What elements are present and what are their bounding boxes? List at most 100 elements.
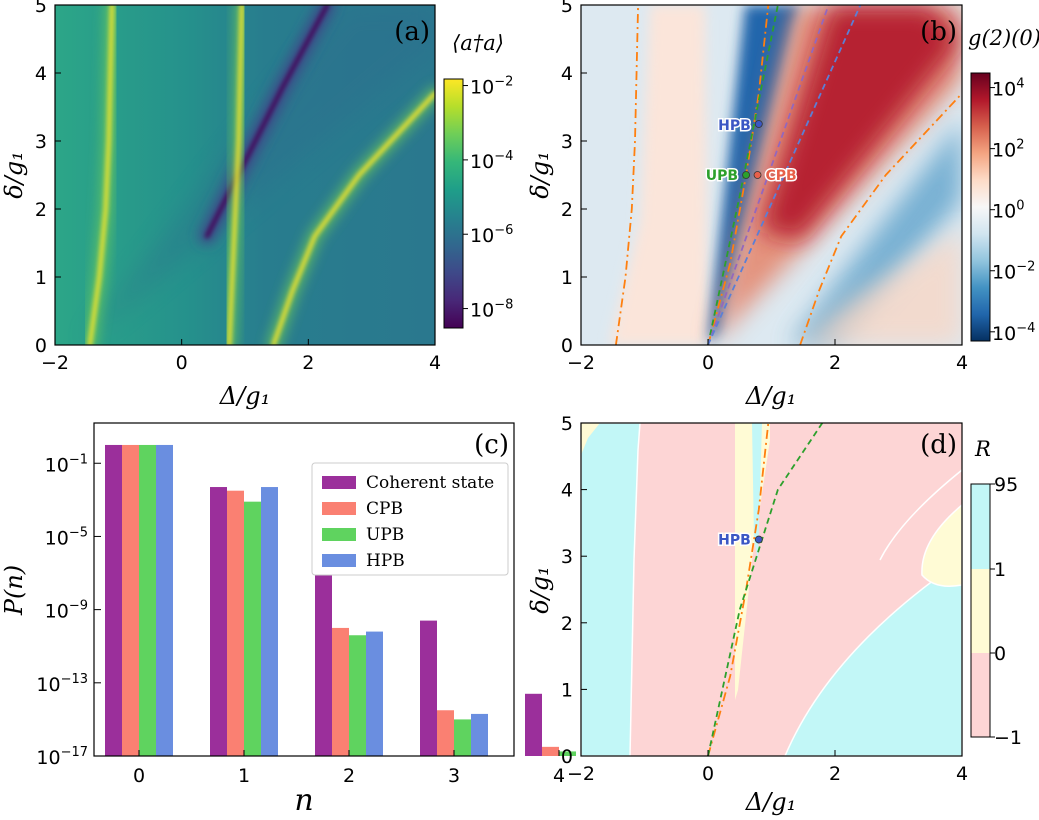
panel-d-xlabel: Δ/g₁	[745, 788, 796, 816]
bar-cpb-n0	[122, 444, 139, 756]
colorbar-d-title: R	[974, 437, 991, 461]
panel-c-xtick-label: 3	[448, 765, 460, 787]
panel-b-xlabel: Δ/g₁	[745, 382, 796, 410]
colorbar-b-tick-label-exp: 4	[1016, 77, 1024, 92]
bar-coherent-state-n4	[525, 693, 542, 756]
panel-b-ytick-label: 4	[561, 63, 573, 85]
colorbar-b-tick-label: 10−4	[992, 321, 1035, 345]
panel-c-ylabel: P(n)	[0, 565, 28, 616]
panel-a-ylabel: δ/g₁	[0, 151, 28, 199]
colorbar-a-tick-label-base: 10	[470, 151, 494, 173]
panel-c-ytick-label-base: 10	[45, 601, 69, 623]
panel-c-label: (c)	[474, 430, 509, 460]
region-d-left-cyan	[581, 423, 641, 756]
colorbar-a-tick-label-exp: −6	[494, 223, 513, 238]
panel-d-ylabel: δ/g₁	[526, 566, 554, 614]
colorbar-a-tick-label: 10−4	[470, 149, 513, 173]
bar-hpb-n2	[366, 631, 383, 756]
legend-c-swatch	[322, 554, 356, 567]
region-d-right-boundary	[879, 469, 962, 561]
marker-hpb-label: HPB	[718, 118, 751, 134]
bar-coherent-state-n0	[105, 444, 122, 756]
panel-d-xtick-label: 2	[829, 763, 841, 785]
panel-b-curve-purple	[707, 5, 830, 345]
panel-c-ytick-label-exp: −5	[69, 525, 88, 540]
panel-d-ytick-label: 2	[561, 613, 573, 635]
colorbar-b-tick-label: 102	[992, 138, 1024, 162]
panel-c-ytick-label-exp: −1	[69, 452, 88, 467]
region-d-right-yellow	[921, 504, 962, 587]
panel-b-ytick-label: 0	[561, 335, 573, 357]
colorbar-a-title: ⟨a†a⟩	[452, 31, 504, 55]
region-d-center-cyan	[752, 423, 762, 560]
panel-c-ytick-label: 10−5	[45, 525, 88, 549]
panel-b-label: (b)	[920, 17, 957, 47]
colorbar-b-tick-label-base: 10	[992, 262, 1016, 284]
marker-cpb-label: CPB	[766, 168, 797, 184]
panel-a-ytick-label: 4	[35, 63, 47, 85]
panel-b-xtick-label: 4	[956, 352, 968, 374]
legend-c-label: CPB	[366, 499, 403, 519]
bar-cpb-n3	[437, 710, 454, 756]
panel-c-ytick-label: 10−13	[36, 672, 88, 696]
panel-a-ytick-label: 5	[35, 0, 47, 17]
panel-a-ytick-label: 3	[35, 131, 47, 153]
marker-upb	[742, 171, 750, 179]
colorbar-d-cyan	[971, 484, 990, 569]
panel-a-xtick-label: 0	[176, 352, 188, 374]
bar-cpb-n1	[227, 490, 244, 756]
heatmap-b-left-light-band	[610, 5, 708, 345]
bar-hpb-n3	[471, 713, 488, 756]
colorbar-b-title: g(2)(0)	[968, 26, 1039, 50]
bar-cpb-n2	[332, 627, 349, 756]
colorbar-a-tick-label-base: 10	[470, 300, 494, 322]
bar-cpb-n4	[542, 746, 559, 756]
panel-c-ytick-label-exp: −9	[69, 599, 88, 614]
panel-a-ytick-label: 2	[35, 199, 47, 221]
panel-c-ytick-label: 10−1	[45, 452, 88, 476]
panel-c-ytick-label: 10−17	[36, 745, 88, 769]
panel-a-xlabel: Δ/g₁	[219, 382, 270, 410]
panel-b-curve-orange	[615, 5, 639, 345]
marker-cpb	[753, 171, 762, 179]
panel-c-ytick-label-exp: −17	[61, 745, 88, 760]
panel-d-xtick-label: −2	[567, 763, 595, 785]
panel-b-curve-blue	[707, 5, 862, 345]
colorbar-a-tick-label: 10−8	[470, 298, 513, 322]
region-d-top-left-yellow	[581, 423, 600, 455]
panel-c-xtick-label: 1	[238, 765, 250, 787]
panel-d-frame	[580, 422, 963, 757]
panel-b-ytick-label: 2	[561, 199, 573, 221]
panel-d-curve-orange	[707, 423, 770, 756]
panel-b-ytick-label: 1	[561, 267, 573, 289]
panel-b-curve-green	[707, 5, 779, 345]
marker-hpb-label: HPB	[718, 533, 751, 549]
colorbar-b-tick-label-exp: −2	[1016, 260, 1035, 275]
colorbar-b-tick-label-base: 10	[992, 79, 1016, 101]
colorbar-a-tick-label-exp: −2	[494, 75, 513, 90]
colorbar-b-tick-label-exp: 0	[1016, 199, 1024, 214]
bar-upb-n3	[454, 719, 471, 756]
colorbar-a-tick-label-base: 10	[470, 77, 494, 99]
heatmap-a-valley-line	[205, 5, 330, 239]
heatmap-a-dark-wedge	[80, 5, 435, 345]
panel-d-label: (d)	[920, 430, 957, 460]
panel-b-ytick-label: 5	[561, 0, 573, 17]
bar-upb-n1	[244, 501, 261, 756]
colorbar-b-tick-label-exp: −4	[1016, 321, 1035, 336]
colorbar-d-yellow	[971, 569, 990, 653]
colorbar-a	[443, 78, 464, 329]
panel-c-ytick-label-base: 10	[36, 747, 60, 769]
bar-upb-n0	[139, 444, 156, 756]
bar-upb-n2	[349, 635, 366, 756]
colorbar-d-tick-label: 1	[994, 559, 1006, 581]
colorbar-d-tick-label: −1	[994, 727, 1022, 749]
panel-a-xtick-label: 2	[302, 352, 314, 374]
panel-d-ytick-label: 3	[561, 546, 573, 568]
colorbar-b-tick-label: 104	[992, 77, 1024, 101]
bar-upb-n4	[559, 751, 576, 756]
panel-c-ytick-label-base: 10	[45, 454, 69, 476]
